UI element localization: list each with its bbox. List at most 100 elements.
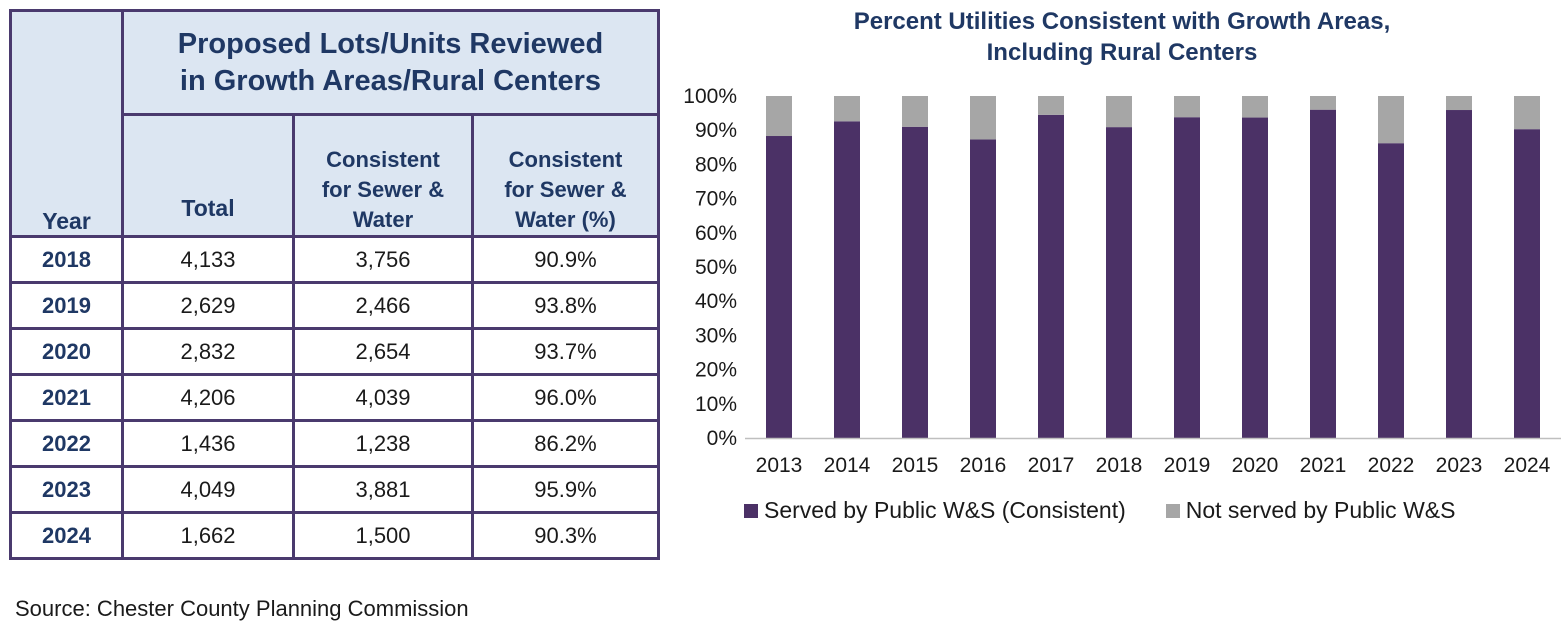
year-cell: 2021 [9,373,124,422]
y-tick-label: 100% [683,85,737,108]
bar-not-served-2019 [1174,96,1200,118]
consistent-cell: 2,654 [292,327,474,376]
bar-not-served-2020 [1242,96,1268,118]
year-cell: 2018 [9,235,124,284]
header-line: for Sewer & [504,177,627,202]
total-cell: 4,206 [121,373,295,422]
x-tick-label: 2018 [1096,454,1143,477]
year-cell: 2022 [9,419,124,468]
legend-label-not-served: Not served by Public W&S [1185,497,1456,523]
chart-legend: Served by Public W&S (Consistent) Not se… [744,497,1495,524]
bar-not-served-2018 [1106,96,1132,128]
bar-consistent-2016 [970,139,996,438]
bar-consistent-2018 [1106,127,1132,438]
x-tick-label: 2019 [1164,454,1211,477]
y-tick-label: 80% [695,153,737,176]
bar-consistent-2015 [902,126,928,438]
y-tick-label: 70% [695,188,737,211]
bar-not-served-2013 [766,96,792,137]
header-line: Consistent [326,147,440,172]
x-tick-label: 2014 [824,454,871,477]
year-cell: 2024 [9,511,124,560]
year-cell: 2019 [9,281,124,330]
x-tick-label: 2020 [1232,454,1279,477]
total-cell: 2,629 [121,281,295,330]
table-row: 2024 1,662 1,500 90.3% [9,511,660,560]
table-body: 2018 4,133 3,756 90.9% 2019 2,629 2,466 93.8% 20… [9,235,660,560]
legend-label-consistent: Served by Public W&S (Consistent) [764,497,1126,523]
bar-not-served-2017 [1038,96,1064,115]
chart-title-line-2: Including Rural Centers [986,39,1258,66]
x-tick-label: 2013 [756,454,803,477]
growth-areas-table: Year Proposed Lots/Units Reviewed in Gro… [9,9,660,560]
x-tick-label: 2023 [1436,454,1483,477]
chart-title-line-1: Percent Utilities Consistent with Growth… [853,8,1391,35]
bar-consistent-2014 [834,121,860,439]
legend-item-consistent: Served by Public W&S (Consistent) [744,497,1126,524]
bar-not-served-2024 [1514,96,1540,130]
y-tick-label: 90% [695,119,737,142]
bar-not-served-2016 [970,96,996,140]
consistent-cell: 2,466 [292,281,474,330]
legend-swatch-not-served [1165,503,1180,518]
consistent-cell: 3,756 [292,235,474,284]
table-title-line-2: in Growth Areas/Rural Centers [179,64,602,97]
y-tick-label: 30% [695,324,737,347]
x-tick-label: 2024 [1504,454,1551,477]
consistent-cell: 1,500 [292,511,474,560]
total-cell: 1,662 [121,511,295,560]
table-row: 2020 2,832 2,654 93.7% [9,327,660,376]
bar-not-served-2021 [1310,96,1336,110]
pct-cell: 90.3% [471,511,660,560]
y-tick-label: 10% [695,393,737,416]
y-tick-label: 0% [707,427,737,450]
bar-consistent-2022 [1378,143,1404,439]
consistent-column-header: Consistent for Sewer & Water [292,113,474,238]
table-row: 2023 4,049 3,881 95.9% [9,465,660,514]
pct-cell: 93.8% [471,281,660,330]
table-row: 2021 4,206 4,039 96.0% [9,373,660,422]
year-cell: 2023 [9,465,124,514]
pct-cell: 86.2% [471,419,660,468]
bar-consistent-2024 [1514,129,1540,438]
pct-cell: 93.7% [471,327,660,376]
table-title-line-1: Proposed Lots/Units Reviewed [177,27,604,60]
total-cell: 4,133 [121,235,295,284]
bar-not-served-2014 [834,96,860,122]
bar-consistent-2019 [1174,117,1200,438]
total-column-header: Total [121,113,295,238]
chart-title: Percent Utilities Consistent with Growth… [680,6,1564,68]
table-title: Proposed Lots/Units Reviewed in Growth A… [121,9,660,116]
x-tick-label: 2022 [1368,454,1415,477]
bar-not-served-2022 [1378,96,1404,144]
header-line: Consistent [508,147,623,172]
x-tick-label: 2016 [960,454,1007,477]
total-cell: 4,049 [121,465,295,514]
year-cell: 2020 [9,327,124,376]
bar-consistent-2023 [1446,110,1472,438]
bar-consistent-2013 [766,136,792,438]
legend-item-not-served: Not served by Public W&S [1165,497,1456,524]
table-row: 2018 4,133 3,756 90.9% [9,235,660,284]
consistent-cell: 1,238 [292,419,474,468]
total-cell: 2,832 [121,327,295,376]
y-tick-label: 50% [695,256,737,279]
y-tick-label: 40% [695,290,737,313]
bar-not-served-2015 [902,96,928,127]
x-tick-label: 2021 [1300,454,1347,477]
bar-consistent-2021 [1310,109,1336,439]
x-tick-label: 2015 [892,454,939,477]
header-line: for Sewer & [321,177,445,202]
bar-consistent-2020 [1242,117,1268,439]
source-note: Source: Chester County Planning Commissi… [15,596,469,621]
header-line: Water [352,207,414,232]
total-cell: 1,436 [121,419,295,468]
consistent-cell: 3,881 [292,465,474,514]
pct-cell: 90.9% [471,235,660,284]
consistent-pct-column-header: Consistent for Sewer & Water (%) [471,113,660,238]
legend-swatch-consistent [744,503,758,518]
pct-cell: 95.9% [471,465,660,514]
header-line: Water (%) [515,207,616,232]
pct-cell: 96.0% [471,373,660,422]
